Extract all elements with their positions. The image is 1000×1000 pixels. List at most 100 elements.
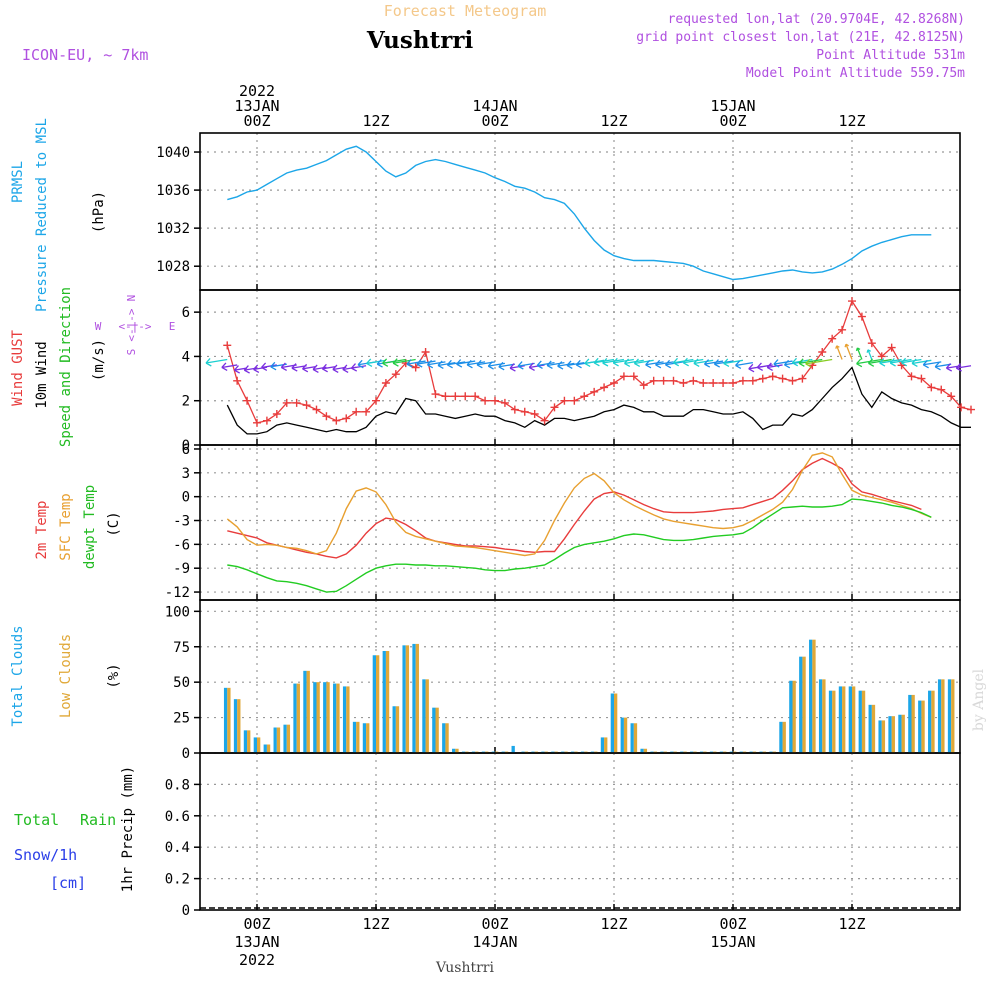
wind-speed-line	[226, 366, 971, 435]
wind-arrowhead	[682, 357, 689, 367]
wind-arrow	[547, 361, 565, 367]
total-cloud-bar	[263, 744, 267, 753]
wind-arrowhead	[735, 360, 742, 370]
clouds-labels: Total Clouds Low Clouds (%)	[10, 625, 122, 726]
t2m-line	[227, 457, 922, 559]
label-prmsl: PRMSL	[10, 161, 26, 203]
total-cloud-bar	[848, 686, 852, 753]
low-cloud-bar	[871, 704, 876, 753]
y-tick-label: -12	[165, 585, 190, 601]
total-cloud-bar	[223, 687, 228, 753]
y-tick-label: 2	[182, 394, 190, 410]
wind-arrow	[911, 359, 932, 365]
wind-labels: Wind GUST 10m Wind Speed and Direction (…	[10, 287, 175, 447]
gust-marker	[421, 348, 430, 356]
wind-arrowhead	[366, 358, 373, 368]
gust-marker	[867, 339, 876, 348]
total-cloud-bar	[789, 680, 793, 753]
gust-marker	[748, 376, 757, 385]
y-tick-label: 1028	[156, 259, 190, 275]
y-tick-label: 1040	[156, 145, 190, 161]
gust-marker	[411, 363, 420, 372]
total-cloud-bar	[323, 682, 327, 753]
gust-marker	[838, 325, 847, 334]
gust-marker	[917, 374, 926, 383]
low-cloud-bar	[861, 690, 866, 753]
low-cloud-bar	[296, 683, 300, 753]
wind-arrow	[351, 365, 367, 369]
wind-arrow	[302, 365, 317, 370]
chart-title: Vushtrri	[366, 27, 474, 54]
label-dewpt-temp: dewpt Temp	[82, 485, 98, 569]
gust-marker	[649, 376, 658, 385]
low-cloud-bar	[881, 720, 886, 753]
total-cloud-bar	[928, 690, 932, 753]
wind-arrowhead	[357, 359, 364, 369]
total-cloud-bar	[243, 730, 248, 753]
wind-arrowhead	[566, 360, 573, 370]
y-tick-label: 1032	[156, 221, 190, 237]
gust-marker	[927, 383, 936, 392]
wind-arrowhead	[855, 347, 861, 352]
info-requested: requested lon,lat (20.9704E, 42.8268N)	[668, 12, 965, 27]
total-cloud-bar	[303, 670, 307, 753]
low-cloud-bar	[247, 730, 251, 753]
y-tick-label: 3	[182, 466, 190, 482]
wind-arrow	[935, 363, 952, 368]
compass-south: S	[125, 349, 138, 356]
wind-arrow	[845, 344, 853, 360]
sfc-line	[226, 452, 932, 557]
bottom-time-label: 15JAN	[710, 933, 755, 951]
gust-marker	[560, 396, 569, 405]
top-time-label: 00Z	[243, 112, 270, 130]
gust-marker	[937, 385, 946, 394]
total-cloud-bar	[452, 748, 456, 753]
wind-arrowhead	[901, 357, 908, 367]
wind-arrow	[416, 360, 436, 365]
wind-arrowhead	[955, 363, 962, 372]
low-cloud-bar	[911, 694, 915, 753]
wind-arrowhead	[456, 359, 463, 368]
wind-arrowhead	[312, 364, 319, 374]
gust-marker	[629, 372, 638, 381]
gust-marker	[947, 392, 956, 401]
gust-marker	[262, 416, 271, 425]
gust-marker	[967, 405, 975, 414]
wind-arrowhead	[243, 365, 250, 374]
wind-arrow	[624, 359, 644, 365]
wind-arrow	[406, 360, 426, 365]
low-cloud-bar	[921, 700, 925, 753]
wind-arrow	[735, 361, 753, 367]
y-tick-label: 100	[165, 604, 190, 620]
wind-arrowhead	[437, 360, 444, 370]
bottom-time-label: 00Z	[481, 915, 508, 933]
total-cloud-bar	[432, 707, 436, 753]
bottom-time-label: 14JAN	[472, 933, 517, 951]
wind-arrowhead	[392, 358, 399, 367]
wind-arrow	[798, 358, 823, 364]
y-tick-label: -6	[173, 537, 190, 553]
wind-arrowhead	[509, 363, 516, 372]
gust-marker	[342, 414, 351, 423]
y-tick-label: 0	[182, 746, 190, 762]
gust-marker	[738, 376, 747, 385]
low-cloud-bar	[604, 737, 608, 753]
precip-panel: 0 0.2 0.4 0.6 0.8	[165, 752, 961, 919]
compass-west: W	[95, 320, 102, 333]
wind-arrowhead	[528, 362, 535, 372]
label-rain: Rain	[80, 811, 116, 829]
wind-arrowhead	[645, 359, 652, 369]
info-model-altitude: Model Point Altitude 559.75m	[746, 66, 965, 81]
total-cloud-bar	[313, 682, 317, 753]
total-cloud-bar	[828, 690, 833, 753]
y-tick-label: 25	[173, 711, 190, 727]
low-cloud-bar	[782, 721, 786, 753]
low-cloud-bar	[316, 682, 320, 753]
total-cloud-bar	[382, 651, 386, 753]
wind-arrowhead	[602, 358, 609, 367]
total-cloud-bar	[352, 721, 357, 753]
gust-marker	[431, 390, 440, 399]
compass-east: E	[169, 320, 176, 333]
clouds-panel: 0 25 50 75 100	[165, 599, 961, 762]
low-cloud-bar	[405, 645, 410, 753]
